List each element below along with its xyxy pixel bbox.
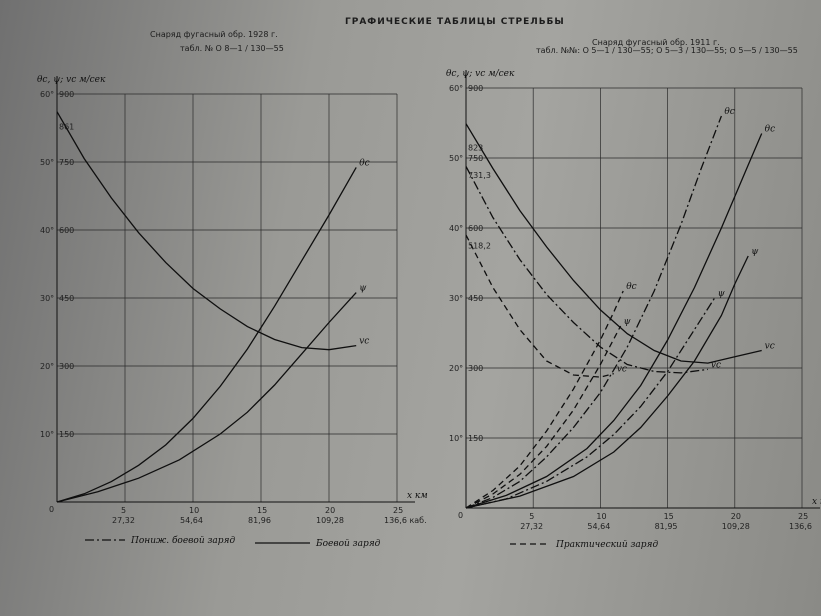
right-x-tick-km: 15	[664, 512, 674, 521]
left-y-tick-speed: 900	[59, 90, 74, 99]
right-y-tick-angle: 40°	[449, 224, 463, 233]
right-y-tick-angle: 60°	[449, 84, 463, 93]
right-series-label: θс	[626, 282, 636, 292]
right-series-solid	[465, 255, 749, 509]
left-y-tick-speed: 600	[59, 226, 74, 235]
left-y-tick-speed: 300	[59, 362, 74, 371]
right-x-tick-km: 25	[798, 512, 808, 521]
right-series-label: ψ	[751, 247, 759, 257]
right-series-dashdot	[465, 297, 716, 509]
left-y-tick-angle: 60°	[40, 90, 54, 99]
left-x-tick-km: 15	[257, 506, 267, 515]
right-series-label: ψ	[624, 317, 632, 327]
right-y-tick-angle: 50°	[449, 154, 463, 163]
right-chart-subtitle: Снаряд фугасный обр. 1911 г.	[592, 38, 720, 47]
right-x-tick-cab: 136,6	[789, 522, 812, 531]
left-x-tick-cab: 109,28	[316, 516, 344, 525]
right-y-tick-speed: 750	[468, 154, 483, 163]
right-series-dashed	[465, 325, 622, 509]
legend-combat-charge: Боевой заряд	[315, 539, 381, 549]
right-y-tick-angle: 30°	[449, 294, 463, 303]
right-series-label: θс	[724, 107, 734, 117]
right-value-annotation: 518,2	[468, 242, 491, 251]
left-y-axis-label: θс, ψ; vс м/сек	[37, 75, 106, 85]
legend-reduced-charge: Пониж. боевой заряд	[130, 535, 235, 546]
left-series-solid	[56, 292, 357, 503]
right-y-tick-speed: 300	[468, 364, 483, 373]
right-series-dashdot	[465, 115, 723, 509]
right-series-label: vс	[765, 342, 775, 352]
left-y-tick-angle: 20°	[40, 362, 54, 371]
right-series-label: vс	[711, 360, 721, 370]
right-y-tick-speed: 900	[468, 84, 483, 93]
right-series-dashdot	[465, 166, 708, 374]
right-series-dashed	[465, 290, 624, 509]
left-y-tick-speed: 450	[59, 294, 74, 303]
left-series-solid	[56, 111, 357, 351]
right-value-annotation: 731,3	[468, 171, 491, 180]
right-x-tick-cab: 27,32	[520, 522, 543, 531]
left-y-tick-speed: 750	[59, 158, 74, 167]
right-value-annotation: 823	[468, 144, 483, 153]
left-x-tick-km: 20	[325, 506, 335, 515]
right-y-tick-speed: 600	[468, 224, 483, 233]
right-series-solid	[465, 133, 763, 509]
left-x-tick-cab: 54,64	[180, 516, 203, 525]
left-x-axis-unit: x км	[407, 491, 428, 501]
left-y-tick-speed: 150	[59, 430, 74, 439]
right-series-solid	[465, 123, 762, 364]
left-x-tick-km: 10	[189, 506, 199, 515]
left-y-tick-angle: 40°	[40, 226, 54, 235]
right-chart-table-ref: табл. №№: О 5—1 / 130—55; О 5—3 / 130—55…	[536, 46, 798, 55]
right-x-tick-km: 10	[596, 512, 606, 521]
right-y-tick-angle: 10°	[449, 434, 463, 443]
legend-practice-charge: Практический заряд	[555, 540, 658, 550]
left-chart-subtitle: Снаряд фугасный обр. 1928 г.	[150, 30, 278, 39]
right-x-tick-km: 20	[731, 512, 741, 521]
right-series-label: ψ	[718, 289, 726, 299]
left-origin-label: 0	[49, 505, 54, 514]
left-chart-table-ref: табл. № О 8—1 / 130—55	[180, 44, 284, 53]
left-y-tick-angle: 30°	[40, 294, 54, 303]
right-x-axis-unit: x км	[812, 497, 821, 507]
left-series-label: θс	[359, 158, 369, 168]
left-x-tick-cab: 27,32	[112, 516, 135, 525]
right-origin-label: 0	[458, 511, 463, 520]
right-series-dashed	[465, 234, 614, 378]
left-x-tick-cab: 81,96	[248, 516, 271, 525]
left-series-label: ψ	[359, 284, 367, 294]
left-y-tick-angle: 50°	[40, 158, 54, 167]
right-series-label: vс	[617, 365, 627, 375]
left-x-tick-km: 25	[393, 506, 403, 515]
left-x-tick-km: 5	[121, 506, 126, 515]
right-y-tick-speed: 150	[468, 434, 483, 443]
page-title: ГРАФИЧЕСКИЕ ТАБЛИЦЫ СТРЕЛЬБЫ	[345, 17, 565, 27]
right-series-label: θс	[765, 125, 775, 135]
right-x-tick-cab: 81,95	[655, 522, 678, 531]
right-x-tick-km: 5	[529, 512, 534, 521]
right-x-tick-cab: 54,64	[587, 522, 610, 531]
right-y-tick-speed: 450	[468, 294, 483, 303]
right-y-tick-angle: 20°	[449, 364, 463, 373]
left-x-tick-cab: 136,6 каб.	[384, 516, 427, 525]
right-x-tick-cab: 109,28	[722, 522, 750, 531]
right-y-axis-label: θс, ψ; vс м/сек	[446, 69, 515, 79]
left-y-tick-angle: 10°	[40, 430, 54, 439]
left-series-label: vс	[359, 337, 369, 347]
left-series-solid	[56, 167, 357, 503]
